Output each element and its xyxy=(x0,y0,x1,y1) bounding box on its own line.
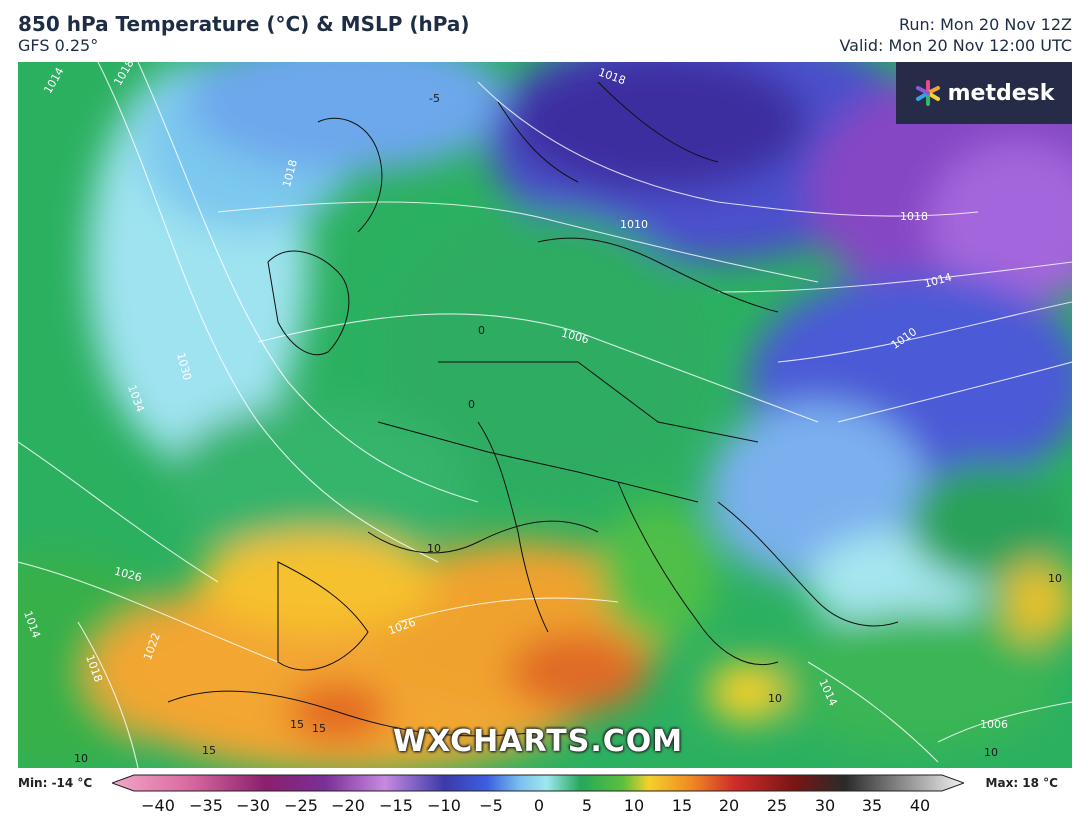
colorbar-tick: −20 xyxy=(331,796,365,815)
temp-label: 15 xyxy=(290,718,304,731)
max-label: Max: 18 °C xyxy=(985,776,1058,790)
colorbar-tick: 20 xyxy=(718,796,740,815)
chart-header-left: 850 hPa Temperature (°C) & MSLP (hPa) GF… xyxy=(18,12,469,56)
temp-label: 10 xyxy=(1048,572,1062,585)
logo-text: metdesk xyxy=(947,80,1055,106)
colorbar-gradient xyxy=(112,774,964,792)
colorbar-tick: 15 xyxy=(671,796,693,815)
colorbar-tick: 25 xyxy=(766,796,788,815)
temp-label: 10 xyxy=(984,746,998,759)
isobar-label: 1006 xyxy=(980,718,1008,731)
colorbar-tick: −35 xyxy=(189,796,223,815)
temp-label: 0 xyxy=(468,398,475,411)
chart-header-right: Run: Mon 20 Nov 12Z Valid: Mon 20 Nov 12… xyxy=(839,14,1072,56)
colorbar-tick: 10 xyxy=(623,796,645,815)
temperature-field xyxy=(18,62,1072,768)
colorbar-tick: 0 xyxy=(533,796,545,815)
wxcharts-watermark: WXCHARTS.COM xyxy=(393,724,684,759)
metdesk-star-icon xyxy=(915,80,940,106)
temp-label: 10 xyxy=(768,692,782,705)
colorbar-tick: 40 xyxy=(909,796,931,815)
colorbar-tick: −15 xyxy=(379,796,413,815)
isobar-label: 1010 xyxy=(620,218,648,231)
colorbar-tick: −30 xyxy=(236,796,270,815)
temp-label: 15 xyxy=(312,722,326,735)
colorbar-tick: 5 xyxy=(581,796,593,815)
weather-map[interactable]: metdesk 1014 1018 1018 1018 1010 1006 10… xyxy=(18,62,1072,768)
metdesk-logo: metdesk xyxy=(896,62,1072,124)
model-name: GFS 0.25° xyxy=(18,36,99,55)
min-label: Min: -14 °C xyxy=(18,776,93,790)
valid-time: Valid: Mon 20 Nov 12:00 UTC xyxy=(839,36,1072,55)
temp-label: 15 xyxy=(202,744,216,757)
isobar-label: 1018 xyxy=(900,210,928,223)
colorbar-tick: 30 xyxy=(814,796,836,815)
run-time: Run: Mon 20 Nov 12Z xyxy=(898,15,1072,34)
coastlines-borders xyxy=(167,81,899,737)
temp-label: 0 xyxy=(478,324,485,337)
temp-label: -5 xyxy=(429,92,440,105)
colorbar-tick: −25 xyxy=(284,796,318,815)
colorbar-tick: −10 xyxy=(427,796,461,815)
isobars xyxy=(18,62,1072,768)
colorbar-tick: −5 xyxy=(479,796,503,815)
colorbar-tick: −40 xyxy=(141,796,175,815)
temp-label: 10 xyxy=(74,752,88,765)
temp-label: 10 xyxy=(427,542,441,555)
colorbar-tick: 35 xyxy=(861,796,883,815)
chart-title: 850 hPa Temperature (°C) & MSLP (hPa) xyxy=(18,12,470,36)
temperature-colorbar: Min: -14 °C Max: 18 °C xyxy=(0,768,1088,833)
